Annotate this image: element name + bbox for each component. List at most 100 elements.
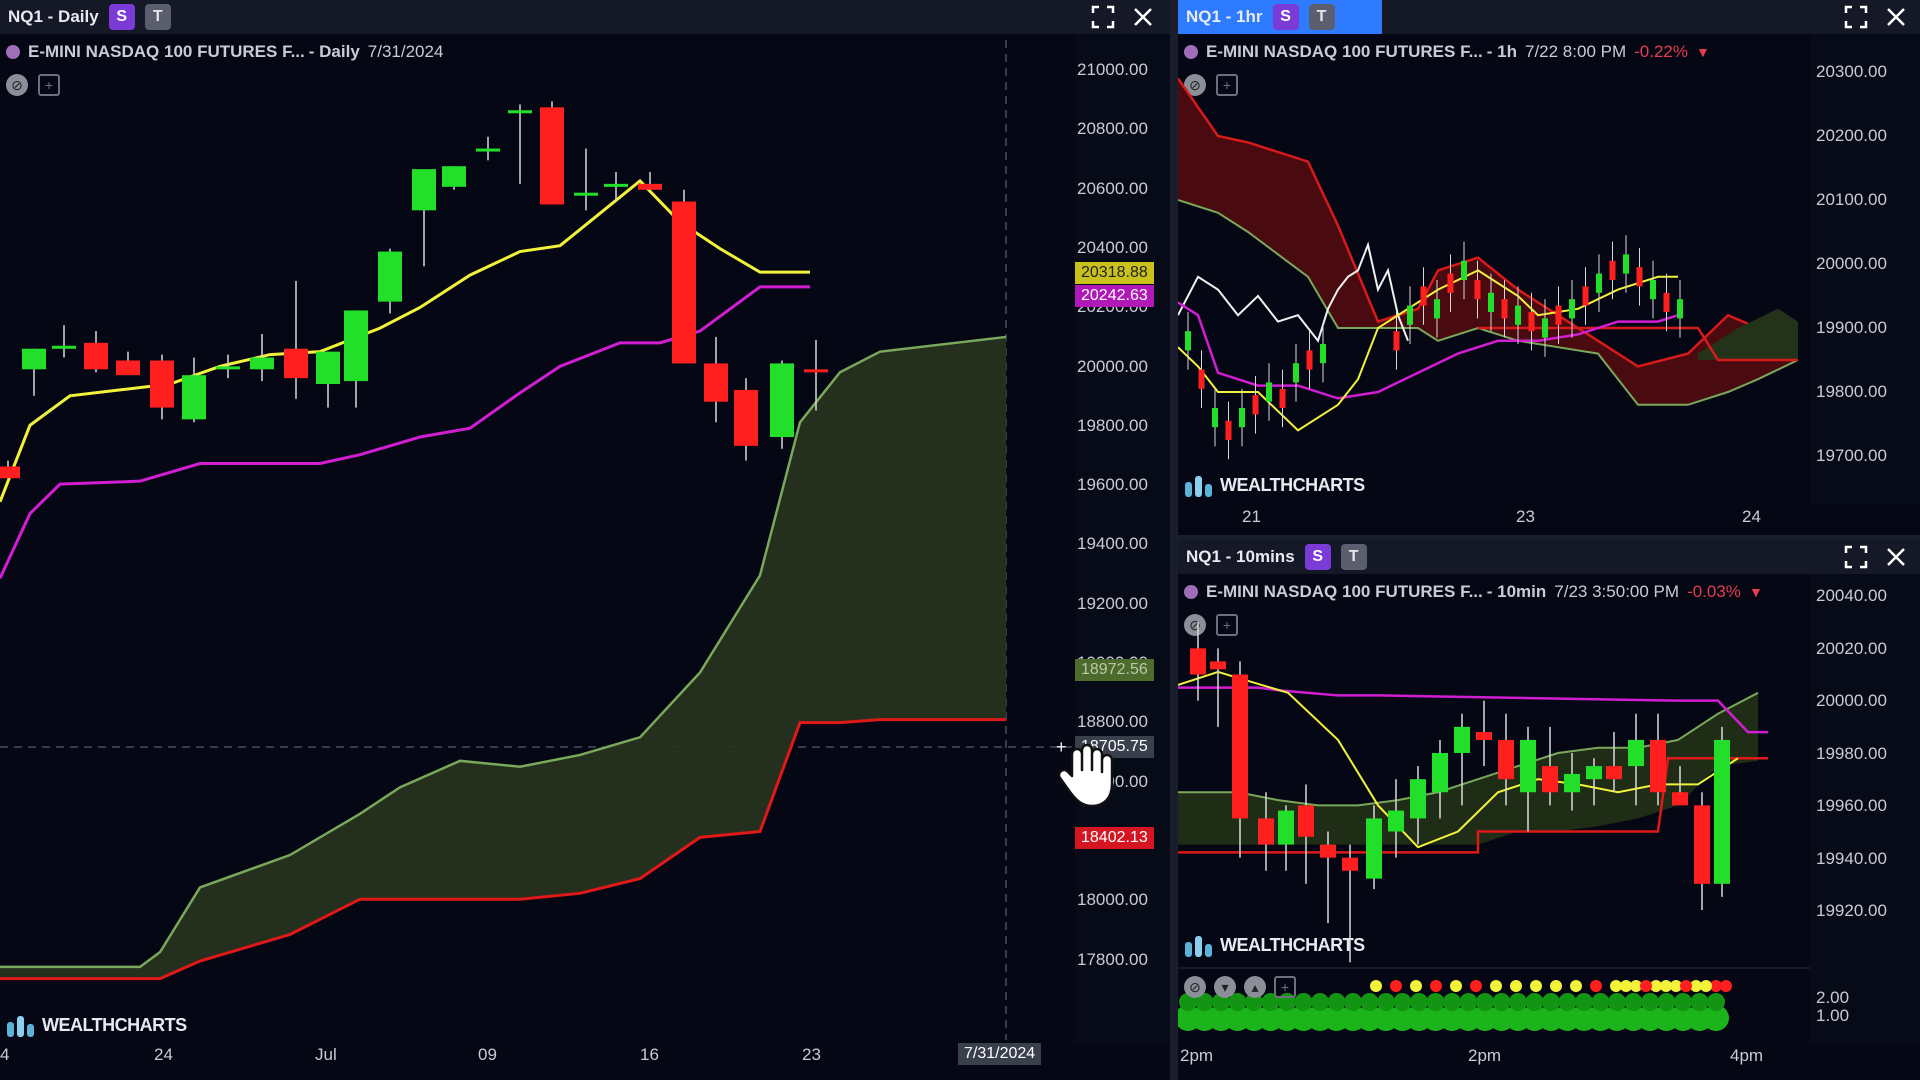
close-icon[interactable] xyxy=(1883,544,1909,570)
change-percent: -0.22% xyxy=(1634,42,1688,61)
maximize-icon[interactable] xyxy=(1843,544,1869,570)
time-tick-label: Jul xyxy=(315,1045,337,1064)
histogram-dot-upper xyxy=(1641,993,1659,1011)
close-icon[interactable] xyxy=(1130,4,1156,30)
maximize-icon[interactable] xyxy=(1090,4,1116,30)
daily-chart-canvas[interactable] xyxy=(0,0,1170,1080)
candle-body xyxy=(1212,408,1218,428)
price-tick-label: 20600.00 xyxy=(1077,178,1148,198)
histogram-dot-upper xyxy=(1344,993,1362,1011)
histogram-dot-upper xyxy=(1410,993,1428,1011)
price-tick-label: 20000.00 xyxy=(1816,691,1887,710)
price-axis-bg xyxy=(1810,574,1920,1044)
signal-dot xyxy=(1640,980,1652,992)
chart-tools: ⊘ + xyxy=(1184,614,1238,636)
price-axis-bg xyxy=(1810,34,1920,504)
tab-daily[interactable]: NQ1 - Daily S T xyxy=(0,0,179,34)
candle-body xyxy=(1694,805,1710,884)
candle-body xyxy=(1432,753,1448,793)
hide-indicators-icon[interactable]: ⊘ xyxy=(1184,614,1206,636)
candle-body xyxy=(1476,732,1492,740)
signal-dot xyxy=(1720,980,1732,992)
study-chip[interactable]: S xyxy=(1272,4,1299,30)
candle-body xyxy=(0,466,20,479)
move-up-icon[interactable]: ▴ xyxy=(1244,976,1266,998)
histogram-dot-upper xyxy=(1393,993,1412,1011)
candle-body xyxy=(1185,331,1191,351)
symbol-name: E-MINI NASDAQ 100 FUTURES F... xyxy=(1206,582,1483,601)
tab-tenmin[interactable]: NQ1 - 10mins S T xyxy=(1178,540,1375,574)
candle-body xyxy=(1555,305,1562,325)
candle-body xyxy=(540,107,564,205)
add-indicator-icon[interactable]: + xyxy=(1216,74,1238,96)
hide-indicators-icon[interactable]: ⊘ xyxy=(6,74,28,96)
time-tick-label: 21 xyxy=(1242,507,1261,526)
candle-body xyxy=(1628,739,1644,767)
signal-dot xyxy=(1490,980,1502,992)
change-percent: -0.03% xyxy=(1687,582,1741,601)
candle-body xyxy=(1225,420,1232,440)
candle-body xyxy=(1447,273,1454,293)
candle-body xyxy=(1636,267,1643,287)
candle-body xyxy=(1542,766,1558,793)
price-tick-label: 20020.00 xyxy=(1816,638,1887,658)
panel-divider-horizontal[interactable] xyxy=(1178,535,1920,540)
candle-body xyxy=(1582,286,1589,306)
move-down-icon[interactable]: ▾ xyxy=(1214,976,1236,998)
brand-watermark: WEALTHCHARTS xyxy=(1184,932,1365,958)
time-tick-label: 4 xyxy=(0,1045,10,1064)
candle-body xyxy=(1663,292,1670,312)
histogram-dot-upper xyxy=(1245,993,1263,1011)
signal-dot xyxy=(1450,980,1462,992)
candle-body xyxy=(1198,369,1205,389)
hourly-chart-canvas[interactable] xyxy=(1178,0,1920,535)
senkou-span-a xyxy=(0,335,1007,969)
interval-label: - Daily xyxy=(308,42,360,61)
tab-label: NQ1 - 10mins xyxy=(1186,547,1295,566)
histogram-dot-upper xyxy=(1525,993,1544,1011)
symbol-header: E-MINI NASDAQ 100 FUTURES F... - 10min 7… xyxy=(1184,582,1763,602)
price-axis-bg xyxy=(1075,34,1170,1044)
histogram-dot xyxy=(1703,1005,1729,1031)
candle-body xyxy=(1434,299,1440,319)
add-indicator-icon[interactable]: + xyxy=(1274,976,1296,998)
study-chip[interactable]: S xyxy=(1304,544,1331,570)
candle-body xyxy=(1488,292,1494,312)
candle-body xyxy=(672,201,696,364)
maximize-icon[interactable] xyxy=(1843,4,1869,30)
histogram-dot-upper xyxy=(1492,993,1511,1011)
signal-dot xyxy=(1590,980,1602,992)
tenmin-chart-panel: NQ1 - 10mins S T E-MINI NASDAQ 100 FUTUR… xyxy=(1178,540,1920,1080)
add-indicator-icon[interactable]: + xyxy=(38,74,60,96)
template-chip[interactable]: T xyxy=(1340,544,1367,570)
span-b-price-tag: 18402.13 xyxy=(1075,827,1154,849)
price-tick-label: 17800.00 xyxy=(1077,949,1148,969)
signal-dot xyxy=(1660,980,1672,992)
symbol-header: E-MINI NASDAQ 100 FUTURES F... - Daily 7… xyxy=(6,42,443,62)
histogram-dot-upper xyxy=(1657,993,1676,1011)
hourly-chart-panel: NQ1 - 1hr S T E-MINI NASDAQ 100 FUTURES … xyxy=(1178,0,1920,535)
hide-indicator-icon[interactable]: ⊘ xyxy=(1184,976,1206,998)
hide-indicators-icon[interactable]: ⊘ xyxy=(1184,74,1206,96)
symbol-dot-icon xyxy=(1184,45,1198,59)
price-tick-label: 19400.00 xyxy=(1077,534,1148,554)
price-tick-label: 19980.00 xyxy=(1816,743,1887,763)
candle-body xyxy=(22,348,46,370)
close-icon[interactable] xyxy=(1883,4,1909,30)
template-chip[interactable]: T xyxy=(1308,4,1335,30)
down-arrow-icon: ▼ xyxy=(1748,584,1763,600)
template-chip[interactable]: T xyxy=(144,4,171,30)
price-tick-label: 19960.00 xyxy=(1816,796,1887,815)
price-tick-label: 20800.00 xyxy=(1077,119,1148,139)
down-arrow-icon: ▼ xyxy=(1696,44,1710,60)
panel-divider[interactable] xyxy=(1170,0,1178,1080)
price-tick-label: 20300.00 xyxy=(1816,62,1887,81)
price-tick-label: 1.00 xyxy=(1816,1006,1850,1025)
price-tick-label: 20100.00 xyxy=(1816,190,1887,209)
tab-hourly[interactable]: NQ1 - 1hr S T xyxy=(1178,0,1382,34)
candle-body xyxy=(1520,739,1536,793)
add-indicator-icon[interactable]: + xyxy=(1216,614,1238,636)
ichimoku-cloud xyxy=(1178,692,1758,845)
tenmin-chart-canvas[interactable] xyxy=(1178,540,1920,1080)
study-chip[interactable]: S xyxy=(108,4,135,30)
